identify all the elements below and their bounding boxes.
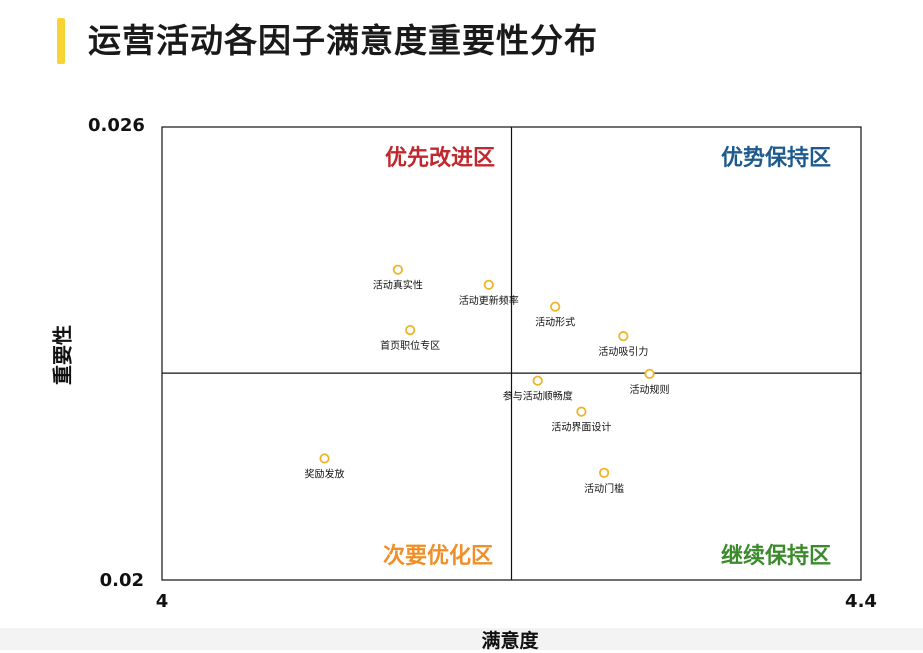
y-axis-label: 重要性 [50,325,75,385]
data-point-label: 活动更新频率 [459,294,519,307]
data-point-label: 活动规则 [630,383,670,396]
quadrant-label-bottom-right: 继续保持区 [720,544,831,569]
data-point-marker [618,331,629,342]
data-point-label: 活动真实性 [373,279,423,292]
data-point-marker [532,375,543,386]
x-axis-label: 满意度 [481,630,539,652]
data-point-label: 首页职位专区 [380,339,440,352]
data-point-label: 参与活动顺畅度 [503,390,573,403]
data-point-marker [599,467,610,478]
bottom-band [0,628,923,650]
quadrant-label-top-left: 优先改进区 [384,146,495,171]
data-point-marker [644,368,655,379]
data-point-marker [576,406,587,417]
data-point-label: 活动吸引力 [598,345,648,358]
x-tick-label-max: 4.4 [845,591,877,612]
title-accent-bar [57,18,65,64]
data-point-marker [392,264,404,275]
data-point-marker [405,324,416,336]
y-axis-label-wrap: 重要性 [38,305,84,405]
page-title: 运营活动各因子满意度重要性分布 [88,21,598,60]
data-point-label: 活动形式 [535,316,575,329]
y-tick-label-max: 0.026 [88,115,145,136]
data-point-marker [483,279,494,290]
y-tick-label-min: 0.02 [99,570,144,591]
data-point-marker [319,453,330,464]
data-point-label: 活动门槛 [584,482,624,495]
x-tick-label-min: 4 [155,591,169,612]
quadrant-label-top-right: 优势保持区 [720,146,831,171]
data-point-label: 奖励发放 [305,467,345,480]
quadrant-label-bottom-left: 次要优化区 [382,544,493,569]
data-point-label: 活动界面设计 [551,421,611,434]
data-point-marker [550,301,561,312]
